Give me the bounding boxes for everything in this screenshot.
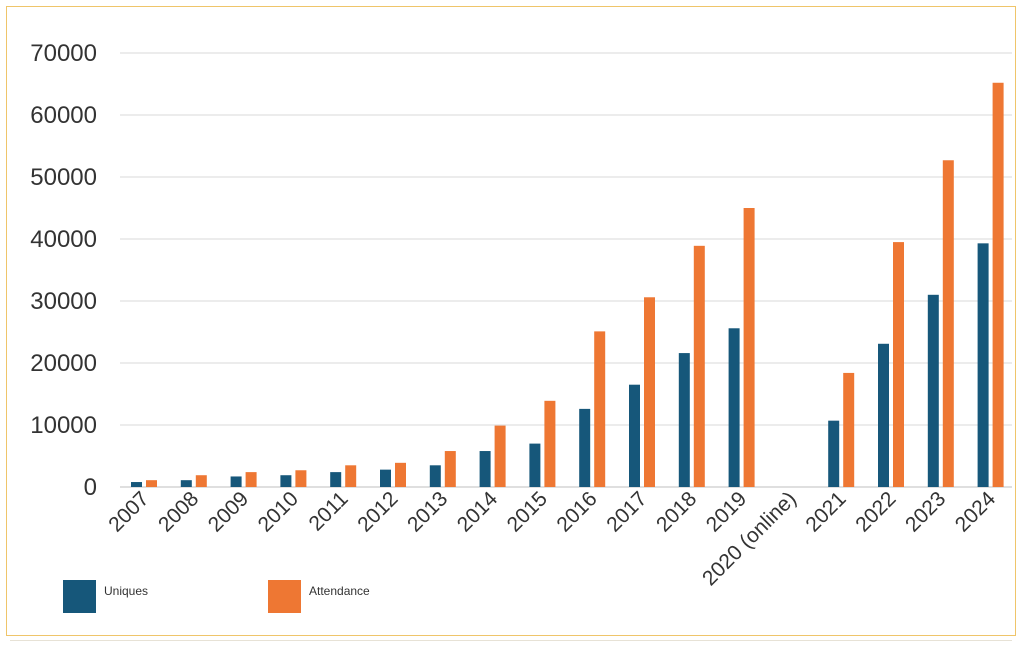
bar-uniques-2018 [678, 353, 690, 487]
bar-attendance-2010 [295, 470, 307, 487]
bar-uniques-2022 [878, 343, 889, 487]
bar-uniques-2016 [579, 408, 591, 487]
legend-swatch-attendance [268, 580, 301, 613]
x-tick-label: 2012 [353, 487, 402, 536]
x-tick-label: 2015 [503, 487, 552, 536]
bar-uniques-2017 [629, 384, 640, 487]
y-tick-label: 60000 [30, 102, 97, 129]
bar-attendance-2021 [843, 372, 855, 487]
bar-attendance-2011 [345, 465, 357, 487]
bar-attendance-2023 [942, 160, 954, 487]
bar-attendance-2019 [743, 208, 755, 487]
bar-attendance-2013 [444, 451, 456, 487]
x-tick-label: 2010 [254, 487, 303, 536]
bottom-divider [10, 640, 1012, 641]
bar-attendance-2012 [395, 462, 406, 487]
legend-label-uniques: Uniques [104, 584, 149, 598]
bar-uniques-2013 [429, 465, 441, 487]
bar-attendance-2007 [146, 480, 157, 487]
x-tick-label: 2007 [104, 487, 153, 536]
legend-label-attendance: Attendance [309, 584, 370, 598]
bar-attendance-2018 [693, 245, 705, 487]
bar-uniques-2015 [529, 443, 541, 487]
y-tick-label: 50000 [30, 164, 97, 191]
legend-item-attendance: Attendance [268, 580, 370, 616]
bar-uniques-2021 [828, 420, 840, 487]
bar-uniques-2023 [927, 294, 939, 487]
bar-attendance-2014 [494, 425, 506, 487]
bar-uniques-2024 [977, 243, 989, 487]
bars [131, 82, 1004, 487]
chart-frame [6, 6, 1016, 636]
x-tick-label: 2013 [403, 487, 452, 536]
x-tick-label: 2014 [453, 487, 503, 537]
bar-uniques-2007 [131, 482, 142, 487]
bar-attendance-2015 [544, 400, 556, 487]
y-tick-label: 30000 [30, 288, 97, 315]
legend-swatch-uniques [63, 580, 96, 613]
y-tick-label: 10000 [30, 412, 97, 439]
legend-item-uniques: Uniques [63, 580, 148, 616]
x-tick-label: 2008 [154, 487, 203, 536]
y-axis-tick-labels: 0 10000 20000 30000 40000 50000 60000 70000 [30, 40, 97, 501]
bar-uniques-2011 [330, 472, 342, 487]
x-tick-label: 2016 [552, 487, 601, 536]
bar-attendance-2022 [893, 242, 904, 487]
bar-attendance-2016 [594, 331, 606, 487]
bar-uniques-2010 [280, 475, 292, 487]
y-tick-label: 70000 [30, 40, 97, 67]
x-tick-label: 2023 [901, 487, 950, 536]
y-tick-label: 40000 [30, 226, 97, 253]
bar-uniques-2008 [180, 480, 192, 487]
gridlines [120, 52, 1012, 488]
bar-attendance-2017 [644, 297, 655, 487]
x-tick-label: 2021 [801, 487, 850, 536]
bar-uniques-2012 [380, 469, 391, 487]
x-tick-label: 2009 [204, 487, 253, 536]
x-tick-label: 2018 [652, 487, 701, 536]
bar-attendance-2009 [245, 472, 257, 487]
x-tick-label: 2022 [851, 487, 900, 536]
bar-uniques-2019 [728, 328, 740, 487]
y-tick-label: 20000 [30, 350, 97, 377]
y-tick-label: 0 [84, 474, 97, 501]
bar-uniques-2009 [230, 476, 242, 487]
x-tick-label: 2017 [602, 487, 651, 536]
x-tick-label: 2011 [305, 487, 353, 535]
x-tick-label: 2024 [951, 487, 1001, 537]
bar-attendance-2024 [992, 82, 1004, 487]
x-axis-tick-labels: 2007 2008 2009 2010 2011 2012 2013 2014 2015 2016… [104, 487, 1000, 590]
bar-uniques-2014 [479, 451, 491, 487]
bar-attendance-2008 [195, 475, 207, 487]
